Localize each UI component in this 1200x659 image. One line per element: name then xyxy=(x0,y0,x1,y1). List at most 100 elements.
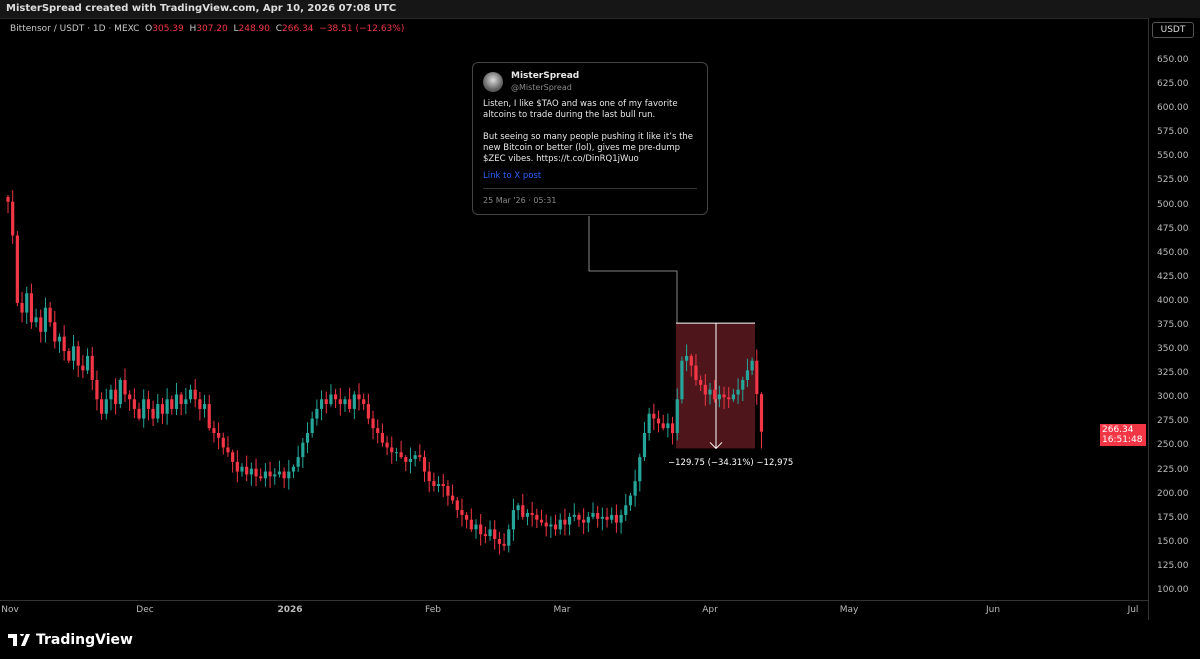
candle-body xyxy=(184,399,188,405)
candle-body xyxy=(666,423,670,429)
candle-body xyxy=(745,370,750,381)
tweet-text: Listen, I like $TAO and was one of my fa… xyxy=(483,99,694,164)
price-tick: 600.00 xyxy=(1157,103,1189,114)
candle-body xyxy=(586,516,590,523)
candle-body xyxy=(577,514,581,520)
price-tick: 550.00 xyxy=(1157,151,1189,162)
candle-body xyxy=(188,389,193,400)
candle-body xyxy=(217,433,221,438)
date-tick: Feb xyxy=(425,605,441,615)
footer: TradingView xyxy=(0,620,1200,659)
candle-body xyxy=(624,505,628,515)
candle-body xyxy=(25,293,29,313)
candle-body xyxy=(596,512,600,519)
candle-body xyxy=(277,471,282,475)
candle-body xyxy=(348,399,352,409)
symbol-name[interactable]: Bittensor / USDT · 1D · MEXC xyxy=(10,24,140,34)
candle-body xyxy=(160,404,165,414)
candle-body xyxy=(315,408,319,419)
candle-body xyxy=(48,307,52,323)
price-axis[interactable]: 650.00 625.00 600.00 575.00 550.00 525.00 500.… xyxy=(1148,18,1200,620)
candle-body xyxy=(95,380,99,400)
candle-body xyxy=(259,476,263,479)
candle-body xyxy=(90,355,94,381)
candle-body xyxy=(71,346,76,361)
price-tick: 175.00 xyxy=(1157,512,1189,523)
link-to-x-post[interactable]: Link to X post xyxy=(483,171,542,181)
symbol-legend: Bittensor / USDT · 1D · MEXC O305.39 H30… xyxy=(10,24,404,34)
candle-body xyxy=(507,529,511,546)
candle-body xyxy=(750,360,754,371)
candle-body xyxy=(170,399,174,409)
candle-body xyxy=(544,522,548,527)
candle-body xyxy=(231,452,235,462)
date-axis[interactable]: Nov Dec 2026 Feb Mar Apr May Jun Jul xyxy=(0,600,1148,620)
tweet-author-block: MisterSpread @MisterSpread xyxy=(511,71,579,93)
candle-body xyxy=(614,514,618,523)
open-value: 305.39 xyxy=(152,24,184,34)
candle-body xyxy=(708,389,712,395)
candle-body xyxy=(483,534,487,537)
candle-body xyxy=(310,418,314,434)
candle-body xyxy=(549,524,553,527)
date-tick: May xyxy=(839,605,859,615)
price-tick: 325.00 xyxy=(1157,368,1189,379)
candle-body xyxy=(329,394,333,405)
date-tick: Jun xyxy=(985,605,1001,615)
price-tick: 400.00 xyxy=(1157,295,1189,306)
measure-arrow-icon xyxy=(709,442,723,450)
candle-body xyxy=(15,235,19,303)
candle-body xyxy=(305,433,310,443)
candle-body xyxy=(57,336,62,342)
candle-body xyxy=(502,543,506,546)
candle-body xyxy=(525,512,530,517)
candle-body xyxy=(263,471,267,479)
candle-body xyxy=(357,394,361,400)
candle-body xyxy=(605,516,609,520)
price-tick: 375.00 xyxy=(1157,320,1189,330)
candle-body xyxy=(151,408,155,419)
candle-body xyxy=(385,442,389,448)
candle-body xyxy=(62,336,66,352)
price-tick: 150.00 xyxy=(1157,536,1189,547)
price-tick: 125.00 xyxy=(1157,560,1189,571)
price-tick: 350.00 xyxy=(1157,344,1189,355)
candle-body xyxy=(652,413,656,419)
price-tick: 500.00 xyxy=(1157,199,1189,210)
tradingview-logo[interactable]: TradingView xyxy=(8,632,133,648)
candle-body xyxy=(422,457,427,472)
candle-body xyxy=(432,481,436,487)
candle-body xyxy=(179,394,183,405)
tradingview-logo-icon xyxy=(8,634,30,646)
candle-body xyxy=(591,512,595,517)
change-value: −38.51 (−12.63%) xyxy=(319,24,405,34)
high-label: H xyxy=(189,24,197,34)
candle-body xyxy=(371,418,375,429)
candle-body xyxy=(81,365,85,371)
candle-body xyxy=(441,484,445,487)
candle-body xyxy=(156,404,160,419)
candle-body xyxy=(76,346,80,366)
candle-body xyxy=(20,302,24,313)
candle-body xyxy=(366,404,370,419)
candle-body xyxy=(535,514,539,520)
candle-body xyxy=(731,394,735,400)
candle-body xyxy=(670,423,675,434)
candle-body xyxy=(675,399,679,434)
candle-body xyxy=(343,399,347,405)
candle-body xyxy=(619,514,623,523)
candle-body xyxy=(699,380,703,385)
candle-body xyxy=(418,455,422,458)
candle-body xyxy=(628,495,633,506)
candle-body xyxy=(352,394,356,409)
price-tick: 100.00 xyxy=(1157,585,1189,595)
currency-button[interactable]: USDT xyxy=(1152,22,1194,38)
candlestick-chart xyxy=(6,190,764,555)
candle-body xyxy=(362,399,366,405)
candle-body xyxy=(240,466,244,472)
date-tick: Jul xyxy=(1127,605,1139,615)
candle-body xyxy=(582,519,586,523)
price-tick: 225.00 xyxy=(1157,464,1189,475)
candle-body xyxy=(245,466,249,475)
candle-body xyxy=(291,466,296,472)
